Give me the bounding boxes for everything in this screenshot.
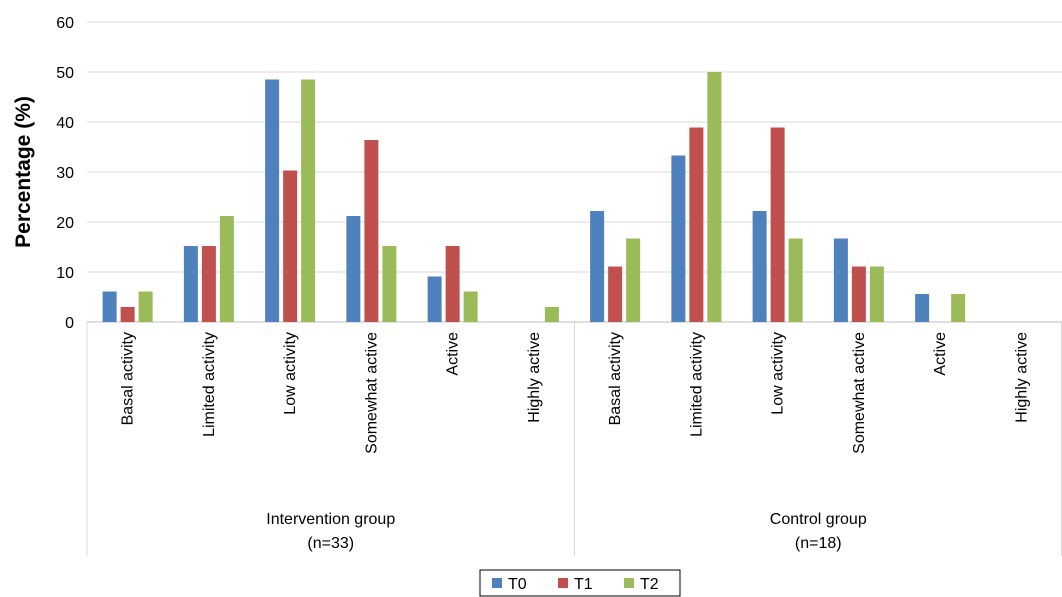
category-label: Limited activity — [688, 332, 705, 437]
y-axis-title: Percentage (%) — [12, 96, 35, 248]
category-label: Low activity — [770, 332, 787, 415]
legend-box — [479, 569, 681, 597]
bar-t0 — [427, 276, 442, 322]
bar-t2 — [382, 246, 397, 322]
y-tick-label: 0 — [65, 315, 74, 332]
bar-t2 — [707, 72, 722, 322]
bar-t2 — [301, 79, 316, 322]
category-label: Limited activity — [201, 332, 218, 437]
legend-swatch-t0 — [492, 578, 502, 588]
category-label: Low activity — [282, 332, 299, 415]
bar-t0 — [915, 294, 930, 322]
bar-t0 — [102, 291, 117, 322]
y-tick-label: 10 — [56, 265, 74, 282]
bar-t0 — [265, 79, 280, 322]
category-label: Basal activity — [120, 332, 137, 425]
bar-t0 — [833, 238, 848, 322]
category-label: Highly active — [526, 332, 543, 423]
category-labels: Basal activity Limited activity Low activi… — [120, 332, 1031, 454]
category-label: Somewhat active — [851, 332, 868, 454]
category-label: Active — [932, 332, 949, 376]
y-tick-labels: 0 10 20 30 40 50 60 — [56, 15, 74, 332]
bar-t1 — [364, 140, 379, 322]
bars — [102, 72, 966, 322]
group-labels: Intervention group (n=33) Control group (n=… — [266, 511, 867, 552]
y-tick-label: 60 — [56, 15, 74, 32]
y-tick-label: 30 — [56, 165, 74, 182]
gridlines — [87, 21, 1062, 323]
bar-t2 — [138, 291, 153, 322]
group-label: Control group — [770, 511, 867, 528]
bar-t1 — [120, 307, 135, 322]
category-label: Highly active — [1013, 332, 1030, 423]
bar-t0 — [671, 155, 686, 322]
bar-t2 — [788, 238, 803, 322]
legend: T0 T1 T2 — [479, 569, 681, 597]
group-sample-size: (n=33) — [307, 535, 354, 552]
y-tick-label: 40 — [56, 115, 74, 132]
y-tick-label: 20 — [56, 215, 74, 232]
legend-swatch-t2 — [624, 578, 634, 588]
axis-separators — [86, 322, 1062, 556]
category-label: Basal activity — [607, 332, 624, 425]
bar-t0 — [346, 216, 361, 322]
bar-t1 — [201, 246, 216, 322]
category-label: Somewhat active — [363, 332, 380, 454]
bar-t0 — [183, 246, 198, 322]
bar-t2 — [219, 216, 234, 322]
bar-t2 — [626, 238, 641, 322]
legend-label: T1 — [574, 576, 593, 593]
bar-t1 — [608, 266, 623, 322]
category-label: Active — [445, 332, 462, 376]
bar-t0 — [752, 211, 767, 322]
bar-t0 — [590, 211, 605, 322]
legend-swatch-t1 — [558, 578, 568, 588]
bar-t1 — [283, 170, 298, 322]
legend-label: T2 — [640, 576, 659, 593]
group-label: Intervention group — [266, 511, 395, 528]
bar-t1 — [770, 127, 785, 322]
bar-t1 — [851, 266, 866, 322]
bar-t2 — [463, 291, 478, 322]
y-tick-label: 50 — [56, 65, 74, 82]
group-sample-size: (n=18) — [795, 535, 842, 552]
legend-label: T0 — [508, 576, 527, 593]
bar-t1 — [689, 127, 704, 322]
bar-t2 — [544, 307, 559, 322]
bar-t2 — [869, 266, 884, 322]
bar-t1 — [445, 246, 460, 322]
bar-t2 — [951, 294, 966, 322]
